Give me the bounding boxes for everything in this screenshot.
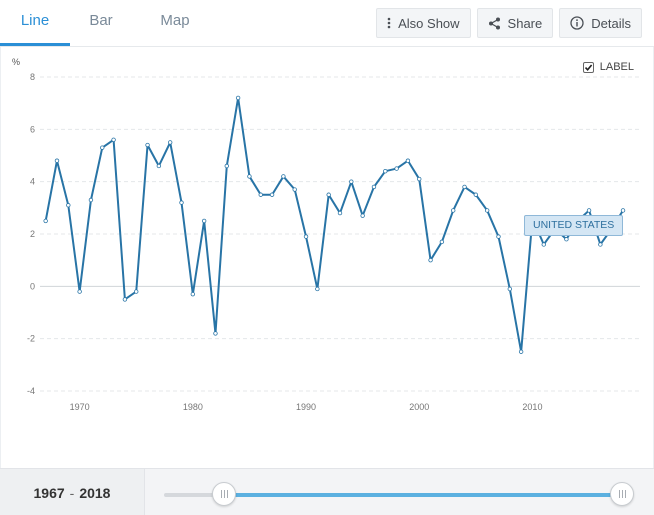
data-point[interactable] — [269, 192, 275, 197]
info-icon — [570, 16, 584, 30]
data-point[interactable] — [473, 192, 479, 197]
data-point[interactable] — [496, 234, 501, 239]
range-start: 1967 — [33, 484, 65, 501]
y-tick-label: 4 — [30, 177, 35, 187]
data-point[interactable] — [213, 331, 218, 336]
data-point[interactable] — [303, 234, 309, 239]
label-toggle-text: LABEL — [599, 61, 634, 73]
data-point[interactable] — [100, 145, 105, 150]
data-point[interactable] — [77, 289, 82, 294]
series-label-tag: UNITED STATES — [524, 215, 624, 236]
more-vertical-icon — [387, 17, 391, 29]
x-tick-label: 2000 — [409, 402, 429, 412]
series-line — [44, 96, 624, 353]
data-point[interactable] — [371, 184, 377, 190]
x-tick-label: 2010 — [522, 402, 542, 412]
data-point[interactable] — [405, 158, 411, 163]
chart-toolbar: Also Show Share Details — [376, 8, 642, 38]
data-point[interactable] — [190, 291, 196, 297]
data-point[interactable] — [235, 95, 241, 101]
share-label: Share — [507, 15, 543, 31]
also-show-label: Also Show — [398, 15, 460, 31]
slider-end-handle[interactable] — [610, 482, 634, 506]
data-point[interactable] — [247, 174, 252, 179]
data-point[interactable] — [518, 349, 524, 354]
x-tick-label: 1970 — [70, 402, 90, 412]
line-chart: -4 -2 0 2 4 6 8 1970 1980 1990 2000 2010 % — [12, 57, 640, 412]
data-point[interactable] — [43, 218, 48, 224]
data-point[interactable] — [428, 257, 433, 263]
data-point[interactable] — [462, 184, 467, 190]
y-tick-label: -4 — [27, 386, 35, 396]
data-point[interactable] — [586, 208, 592, 213]
details-button[interactable]: Details — [559, 8, 642, 38]
x-axis: 1970 1980 1990 2000 2010 — [70, 402, 543, 412]
tab-map[interactable]: Map — [160, 12, 190, 29]
data-point[interactable] — [88, 197, 94, 203]
data-point[interactable] — [598, 242, 603, 247]
data-point[interactable] — [167, 140, 173, 145]
data-point[interactable] — [451, 208, 456, 213]
slider-start-handle[interactable] — [212, 482, 236, 506]
data-point[interactable] — [145, 142, 150, 148]
data-point[interactable] — [156, 163, 162, 169]
data-point[interactable] — [201, 218, 207, 224]
label-checkbox[interactable] — [582, 61, 594, 73]
data-point[interactable] — [66, 203, 71, 208]
data-point[interactable] — [349, 179, 354, 184]
data-point[interactable] — [394, 166, 399, 171]
details-label: Details — [591, 15, 631, 31]
chart-type-tabs: Line Bar Map — [0, 0, 218, 46]
data-point[interactable] — [122, 297, 128, 302]
data-point[interactable] — [417, 176, 422, 182]
share-button[interactable]: Share — [476, 8, 554, 38]
slider-fill — [224, 493, 622, 497]
data-point[interactable] — [541, 242, 546, 247]
data-point[interactable] — [507, 286, 513, 292]
also-show-button[interactable]: Also Show — [376, 8, 471, 38]
data-point[interactable] — [564, 237, 569, 242]
y-axis: -4 -2 0 2 4 6 8 — [27, 72, 35, 396]
data-point[interactable] — [383, 168, 388, 174]
y-tick-label: 2 — [30, 229, 35, 239]
data-point[interactable] — [111, 137, 116, 142]
data-point[interactable] — [281, 174, 286, 179]
data-point[interactable] — [439, 239, 445, 245]
data-point[interactable] — [179, 200, 184, 205]
x-tick-label: 1990 — [296, 402, 316, 412]
share-icon — [488, 17, 501, 30]
data-point[interactable] — [134, 289, 139, 294]
data-point[interactable] — [54, 158, 60, 163]
data-point[interactable] — [224, 163, 229, 169]
data-point[interactable] — [326, 192, 331, 197]
data-point[interactable] — [292, 187, 297, 192]
y-tick-label: 6 — [30, 124, 35, 134]
year-range-display: 1967 - 2018 — [0, 469, 145, 515]
range-separator: - — [69, 484, 75, 501]
data-point[interactable] — [620, 208, 626, 213]
tab-line[interactable]: Line — [0, 0, 70, 46]
label-toggle[interactable]: LABEL — [582, 61, 634, 73]
x-tick-label: 1980 — [183, 402, 203, 412]
y-tick-label: 8 — [30, 72, 35, 82]
data-point[interactable] — [360, 213, 365, 218]
y-tick-label: -2 — [27, 334, 35, 344]
data-point[interactable] — [315, 286, 320, 292]
tab-bar[interactable]: Bar — [89, 12, 113, 29]
tab-divider — [0, 46, 654, 47]
y-tick-label: 0 — [30, 281, 35, 291]
data-point[interactable] — [337, 210, 343, 216]
y-axis-unit: % — [12, 57, 20, 67]
range-end: 2018 — [79, 484, 111, 501]
data-point[interactable] — [484, 208, 490, 213]
time-range-footer: 1967 - 2018 — [0, 468, 654, 515]
data-point[interactable] — [258, 192, 263, 197]
series-united-states — [43, 95, 626, 354]
